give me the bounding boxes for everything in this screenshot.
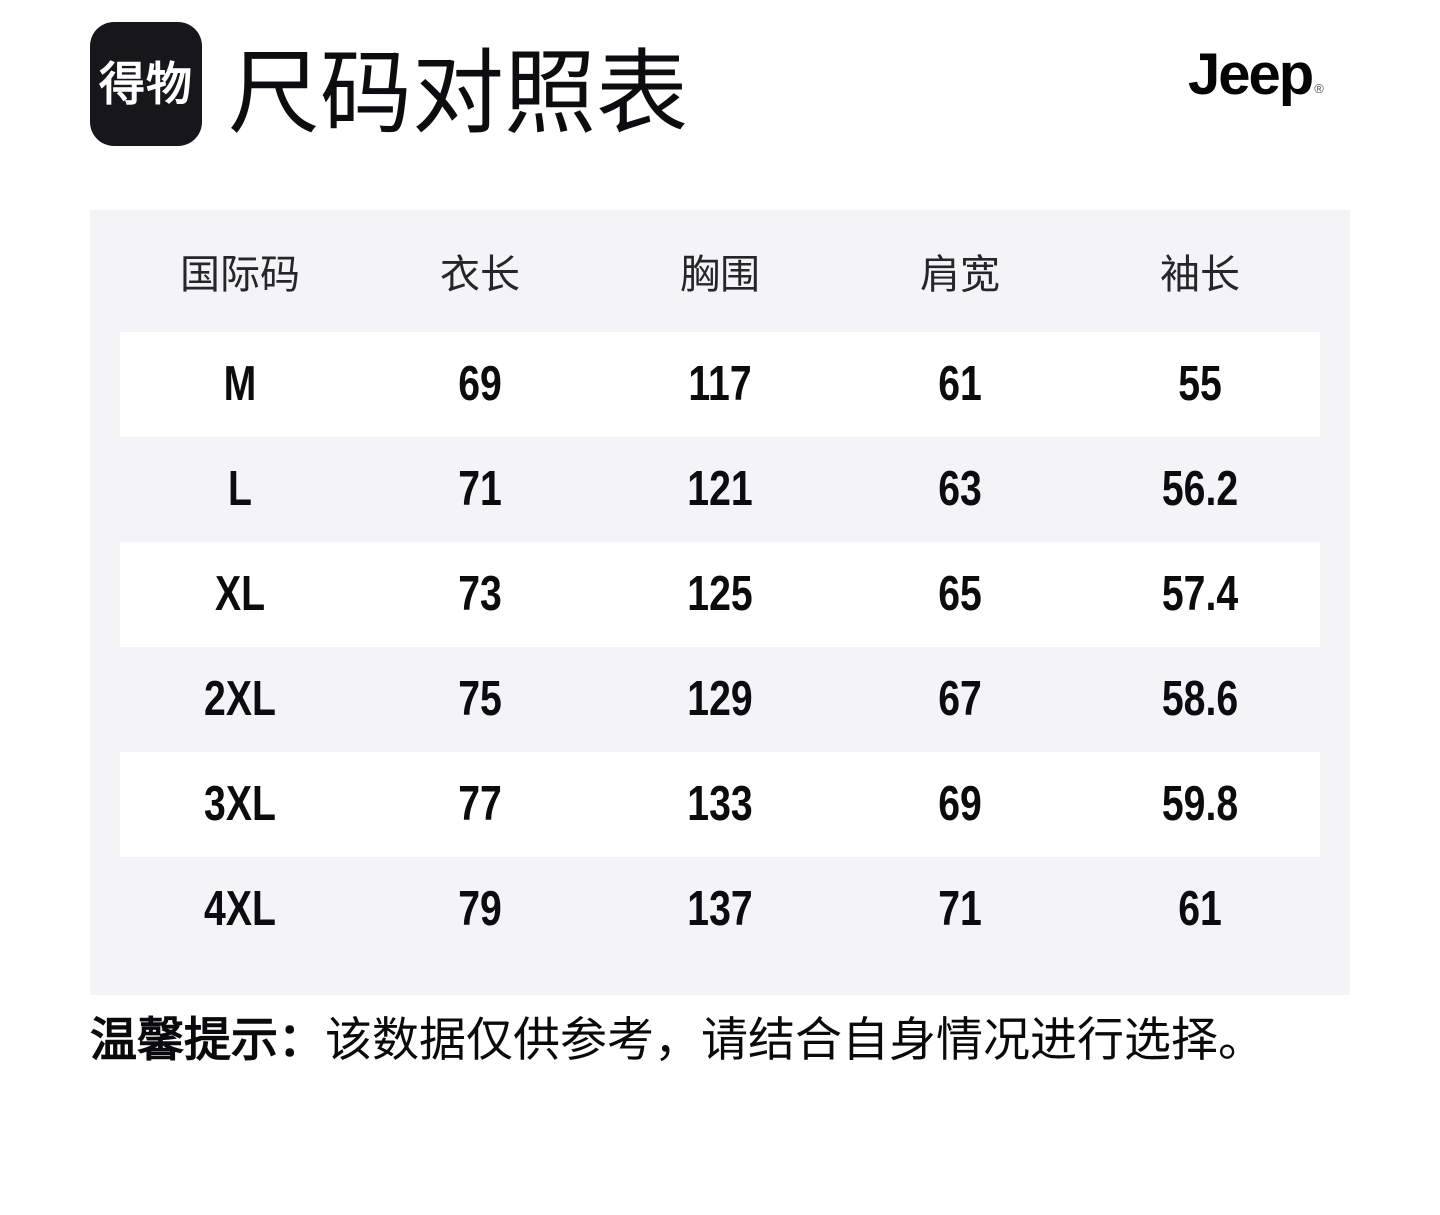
table-header-row: 国际码 衣长 胸围 肩宽 袖长 (90, 210, 1350, 332)
column-header-chest: 胸围 (680, 253, 760, 297)
measurement-cell: 71 (938, 882, 982, 936)
measurement-cell: 71 (458, 462, 502, 516)
measurement-cell: 137 (687, 882, 753, 936)
measurement-cell: 61 (1178, 882, 1222, 936)
measurement-cell: 59.8 (1161, 777, 1239, 831)
measurement-cell: 117 (688, 357, 752, 411)
measurement-cell: 125 (687, 567, 753, 621)
measurement-cell: 57.4 (1161, 567, 1239, 621)
table-row: 4XL 79 137 71 61 (120, 857, 1320, 962)
jeep-brand-logo: Jeep ® (1188, 46, 1324, 104)
column-header-garment-length: 衣长 (440, 253, 520, 297)
measurement-cell: 63 (938, 462, 982, 516)
table-row: 3XL 77 133 69 59.8 (120, 752, 1320, 857)
dewu-logo: 得物 (90, 22, 202, 146)
measurement-cell: 133 (687, 777, 753, 831)
measurement-cell: 69 (938, 777, 982, 831)
size-cell: L (228, 462, 252, 516)
measurement-cell: 58.6 (1161, 672, 1239, 726)
measurement-cell: 121 (687, 462, 753, 516)
measurement-cell: 55 (1178, 357, 1222, 411)
page-title: 尺码对照表 (228, 43, 689, 145)
jeep-brand-text: Jeep (1188, 42, 1314, 107)
footnote-text: 该数据仅供参考，请结合自身情况进行选择。 (325, 1013, 1265, 1066)
table-row: L 71 121 63 56.2 (120, 437, 1320, 542)
footnote: 温馨提示：该数据仅供参考，请结合自身情况进行选择。 (90, 1012, 1265, 1068)
measurement-cell: 79 (458, 882, 502, 936)
column-header-sleeve: 袖长 (1160, 253, 1240, 297)
measurement-cell: 56.2 (1161, 462, 1239, 516)
size-cell: XL (214, 567, 266, 621)
measurement-cell: 61 (938, 357, 982, 411)
table-row: 2XL 75 129 67 58.6 (120, 647, 1320, 752)
measurement-cell: 69 (458, 357, 502, 411)
footnote-label: 温馨提示： (90, 1013, 325, 1066)
measurement-cell: 67 (938, 672, 982, 726)
column-header-shoulder: 肩宽 (920, 253, 1000, 297)
size-cell: 4XL (204, 882, 276, 936)
table-row: XL 73 125 65 57.4 (120, 542, 1320, 647)
size-cell: 3XL (204, 777, 276, 831)
dewu-logo-text: 得物 (99, 58, 193, 110)
measurement-cell: 75 (458, 672, 502, 726)
measurement-cell: 65 (938, 567, 982, 621)
table-row: M 69 117 61 55 (120, 332, 1320, 437)
measurement-cell: 77 (458, 777, 502, 831)
size-cell: 2XL (204, 672, 276, 726)
size-chart-table: 国际码 衣长 胸围 肩宽 袖长 M 69 117 61 55 L 71 121 … (90, 210, 1350, 995)
registered-trademark-icon: ® (1314, 81, 1324, 96)
column-header-size: 国际码 (180, 253, 300, 297)
measurement-cell: 129 (687, 672, 753, 726)
measurement-cell: 73 (458, 567, 502, 621)
size-cell: M (223, 357, 257, 411)
